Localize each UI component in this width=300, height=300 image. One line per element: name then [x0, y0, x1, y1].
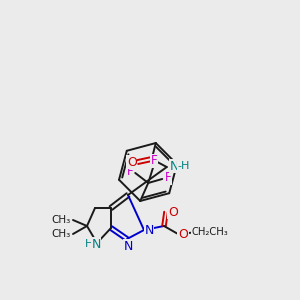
Text: N: N: [91, 238, 101, 250]
Text: F: F: [165, 172, 172, 184]
Text: CH₃: CH₃: [51, 215, 70, 225]
Text: O: O: [127, 155, 137, 169]
Text: F: F: [151, 154, 158, 167]
Text: F: F: [127, 166, 134, 178]
Text: H: H: [85, 239, 93, 249]
Text: O: O: [168, 206, 178, 218]
Text: N: N: [123, 239, 133, 253]
Text: N: N: [144, 224, 154, 238]
Text: N: N: [170, 160, 179, 172]
Text: CH₂CH₃: CH₂CH₃: [192, 227, 228, 237]
Text: -H: -H: [178, 161, 190, 171]
Text: O: O: [178, 229, 188, 242]
Text: CH₃: CH₃: [51, 229, 70, 239]
